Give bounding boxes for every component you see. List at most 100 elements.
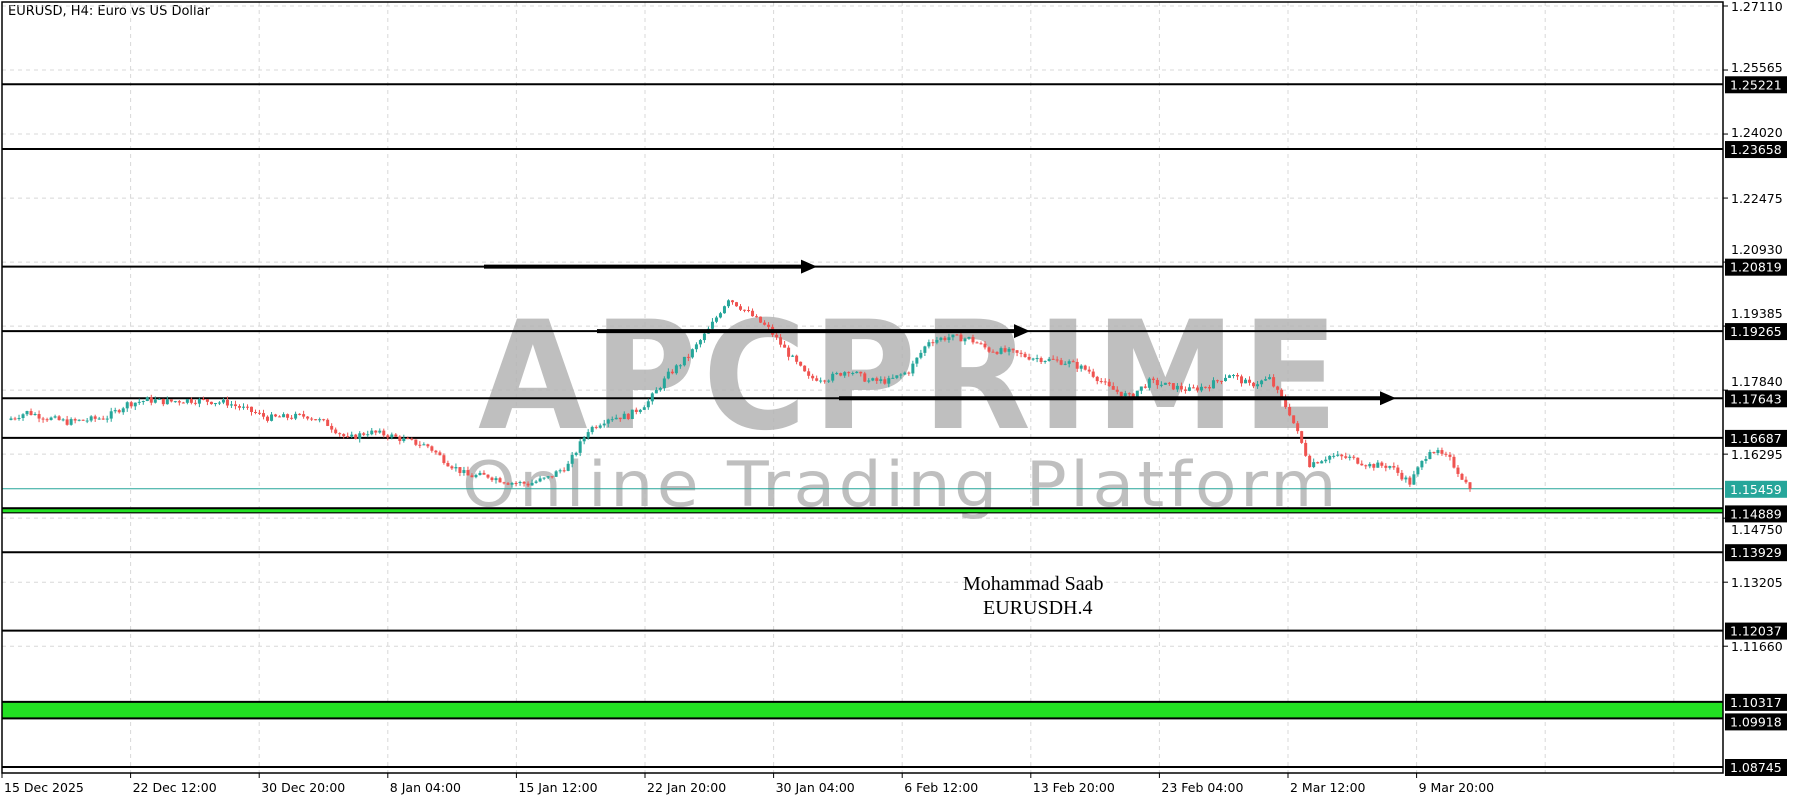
candle-body [1376,462,1380,468]
candle [282,412,286,418]
candle-body [221,399,225,403]
candle [935,336,939,345]
trend-arrow[interactable] [597,324,1030,339]
candle-body [1195,387,1199,391]
candle-body [121,408,125,413]
candle [266,415,270,423]
candle [382,428,386,438]
candle-body [1063,363,1067,365]
candle-body [350,434,354,437]
candle [410,437,414,441]
candle-body [915,357,919,364]
candle [474,473,478,479]
candle-body [1300,431,1304,443]
candle-body [1215,380,1219,382]
candle-body [895,375,899,378]
candle [1007,346,1011,356]
level-price-box [1725,76,1787,94]
candle-body [963,338,967,342]
candle-body [859,371,863,374]
candle-body [422,444,426,446]
candle [233,400,237,410]
candle-body [101,418,105,420]
candle-body [1007,348,1011,352]
candle [21,413,25,421]
candle [911,360,915,377]
candle-body [354,434,358,439]
candle-body [931,342,935,344]
support-zone[interactable] [2,509,1723,513]
candle-body [538,478,542,482]
level-price-box [1725,622,1787,640]
candle [65,415,69,426]
candle [430,445,434,453]
candle-body [1187,387,1191,391]
candle [991,349,995,353]
candle-body [747,309,751,311]
candle-body [446,462,450,467]
candle-body [1135,390,1139,397]
candle [879,376,883,384]
candle-body [1095,376,1099,382]
candle-body [282,414,286,418]
candle-body [117,410,121,413]
y-tick-label: 1.11660 [1731,639,1783,654]
arrow-head-icon [801,259,817,274]
candle [165,396,169,405]
candle [674,364,678,375]
candle [93,414,97,422]
candle [1328,455,1332,464]
candle [859,371,863,377]
candle-body [213,403,217,405]
candle-body [498,478,502,483]
watermark-logo: APCPRIME Online Trading Platform [462,290,1344,521]
candle-body [490,477,494,481]
candle-body [370,430,374,435]
candle [125,401,129,412]
candle [225,396,229,408]
candle-body [602,423,606,426]
candle-body [33,414,37,416]
candle [53,414,57,419]
candle-body [879,379,883,381]
candle-body [558,470,562,472]
support-zone[interactable] [2,702,1723,718]
candle [959,331,963,342]
trend-arrow[interactable] [839,391,1396,406]
candle [101,415,105,420]
candle [145,396,149,402]
trend-arrows [484,259,1396,406]
candle-body [1404,477,1408,480]
zone-price-label: 1.10317 [1730,695,1782,710]
candle [594,425,598,430]
candle [883,376,887,385]
candle [1099,377,1103,384]
candle-body [1119,391,1123,397]
candle [867,378,871,384]
candle-body [967,337,971,339]
candle-body [9,418,13,420]
candle [157,398,161,400]
candle [590,425,594,435]
candle [767,322,771,331]
candle [1063,361,1067,366]
trend-arrow[interactable] [484,259,817,274]
watermark-brand: APCPRIME [478,290,1344,464]
candle [1464,476,1468,484]
candle [213,402,217,407]
candle-body [767,324,771,327]
grid [1,2,1723,773]
level-price-label: 1.19265 [1730,324,1782,339]
candle-body [694,344,698,350]
candle [642,405,646,410]
candle-body [302,414,306,417]
candle-body [506,483,510,485]
candle [1304,439,1308,457]
candle [1296,421,1300,434]
candle-body [1380,462,1384,466]
candle [670,369,674,375]
candle-body [149,397,153,403]
level-price-box [1725,759,1787,776]
candle-body [1143,386,1147,388]
